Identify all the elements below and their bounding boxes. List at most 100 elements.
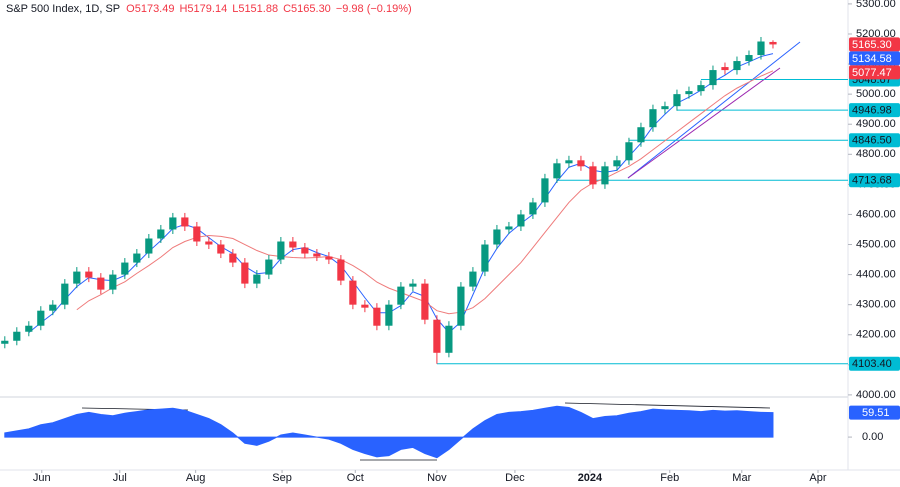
price-badge-label: 5165.30 <box>852 39 892 51</box>
candle-body <box>385 304 393 326</box>
candle-body <box>301 247 309 254</box>
level-label: 4103.40 <box>852 358 892 370</box>
candle-body <box>349 280 357 305</box>
candle-body <box>373 307 381 326</box>
ohlc-label: H5179.14 <box>179 3 227 15</box>
candle-body <box>397 286 405 305</box>
candle-body <box>289 241 297 248</box>
candle-body <box>121 262 129 275</box>
price-badge <box>849 65 900 80</box>
y-tick-label: 4300.00 <box>856 299 896 311</box>
candle-body <box>61 283 69 305</box>
level-badge <box>849 103 900 118</box>
level-label: 4713.68 <box>852 175 892 187</box>
candle-body <box>337 259 345 281</box>
candle-body <box>49 304 57 311</box>
candle-body <box>625 142 633 161</box>
candle-body <box>505 226 513 230</box>
candle-body <box>649 109 657 128</box>
price-badge-label: 5134.58 <box>852 53 892 65</box>
header: S&P 500 Index, 1D, SP O5173.49 H5179.14 L51… <box>6 3 412 15</box>
candle-body <box>721 67 729 71</box>
candle-body <box>433 319 441 353</box>
candle-body <box>553 163 561 179</box>
candle-body <box>577 160 585 167</box>
candle-body <box>73 271 81 284</box>
candle-body <box>229 253 237 263</box>
candle-body <box>733 61 741 71</box>
candle-body <box>313 253 321 257</box>
candle-body <box>601 166 609 185</box>
candle-body <box>565 160 573 164</box>
candle-body <box>445 325 453 353</box>
y-tick-label: 4900.00 <box>856 118 896 130</box>
y-tick-label: 5000.00 <box>856 88 896 100</box>
candle-body <box>193 226 201 242</box>
candle-body <box>361 304 369 308</box>
price-badge-label: 5077.47 <box>852 67 892 79</box>
level-label: 4946.98 <box>852 104 892 116</box>
candle-body <box>529 202 537 215</box>
candle-body <box>205 241 213 245</box>
candle-body <box>325 256 333 260</box>
candle-body <box>757 41 765 56</box>
candle-body <box>13 331 21 341</box>
candle-body <box>277 241 285 260</box>
candle-body <box>697 85 705 92</box>
price-badge <box>849 37 900 52</box>
candle-body <box>409 283 417 287</box>
candle-body <box>253 274 261 284</box>
ohlc-label: C5165.30 <box>283 3 331 15</box>
candle-body <box>517 214 525 227</box>
y-tick-label: 4400.00 <box>856 268 896 280</box>
x-tick-label: Nov <box>427 472 447 484</box>
candle-body <box>469 271 477 287</box>
level-label: 4846.50 <box>852 135 892 147</box>
y-tick-label: 4800.00 <box>856 148 896 160</box>
candle-body <box>85 271 93 278</box>
x-tick-label: 2024 <box>578 472 603 484</box>
candle-body <box>637 127 645 143</box>
x-tick-label: Oct <box>347 472 364 484</box>
candle-body <box>241 262 249 284</box>
x-tick-label: Feb <box>660 472 679 484</box>
x-tick-label: Jul <box>113 472 127 484</box>
candle-body <box>481 244 489 272</box>
x-tick-label: Aug <box>186 472 206 484</box>
chart-title: S&P 500 Index, 1D, SP <box>6 3 120 15</box>
level-badge <box>849 173 900 188</box>
x-tick-label: Sep <box>272 472 292 484</box>
y-tick-label: 0.00 <box>862 431 883 443</box>
ohlc-label: L5151.88 <box>232 3 278 15</box>
candle-body <box>181 217 189 227</box>
y-tick-label: 4000.00 <box>856 389 896 401</box>
divergence-line <box>564 402 771 409</box>
y-tick-label: 4500.00 <box>856 238 896 250</box>
candle-body <box>265 259 273 275</box>
oscillator-area <box>4 405 774 459</box>
x-tick-label: Apr <box>809 472 826 484</box>
candle-body <box>661 106 669 110</box>
candle-body <box>769 41 777 45</box>
candle-body <box>421 283 429 320</box>
x-tick-label: Dec <box>505 472 525 484</box>
candle-body <box>169 217 177 230</box>
candle-body <box>109 274 117 290</box>
candle-body <box>1 340 9 344</box>
x-tick-label: Jun <box>33 472 51 484</box>
candle-body <box>145 238 153 254</box>
candle-body <box>541 178 549 203</box>
value-badge-label: 59.51 <box>862 407 890 419</box>
y-tick-label: 4600.00 <box>856 208 896 220</box>
candle-body <box>217 244 225 254</box>
candle-body <box>613 160 621 167</box>
level-badge <box>849 356 900 371</box>
candle-body <box>37 310 45 326</box>
candle-body <box>157 229 165 239</box>
price-badge <box>849 51 900 66</box>
y-tick-label: 5300.00 <box>856 0 896 10</box>
ohlc-label: O5173.49 <box>126 3 174 15</box>
trend-line <box>627 67 781 179</box>
ohlc-label: −9.98 (−0.19%) <box>336 3 412 15</box>
